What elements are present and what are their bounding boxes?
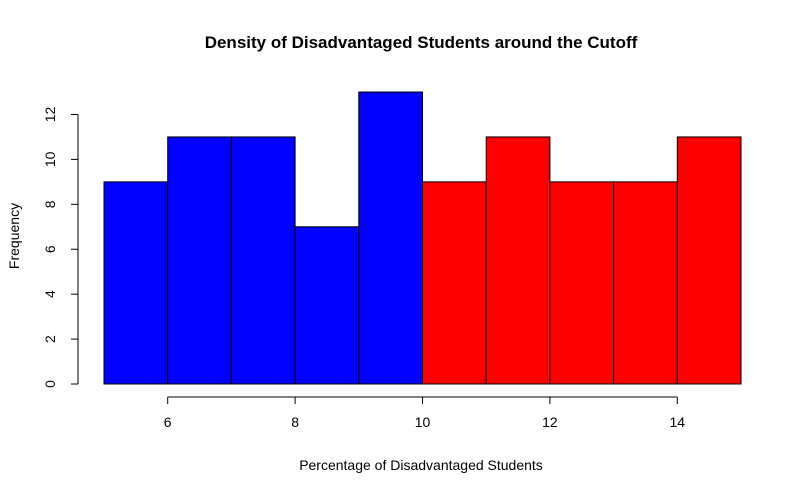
histogram-bar-2 [167,136,232,385]
y-tick-label: 0 [42,380,58,388]
chart-title: Density of Disadvantaged Students around… [205,33,638,52]
y-tick-label: 12 [42,106,58,122]
y-tick-label: 4 [42,290,58,298]
histogram-bar-10 [676,136,742,385]
y-axis-label: Frequency [6,203,22,269]
histogram-bar-1 [103,181,169,385]
y-tick-label: 8 [42,200,58,208]
y-tick-label: 6 [42,245,58,253]
bars-group [103,91,742,385]
histogram-bar-6 [422,181,487,385]
x-axis-label: Percentage of Disadvantaged Students [299,457,543,473]
histogram-bar-9 [613,181,678,385]
x-tick-label: 12 [542,414,558,430]
histogram-bar-3 [230,136,296,385]
histogram-bar-8 [549,181,615,385]
x-tick-label: 6 [164,414,172,430]
x-tick-label: 8 [291,414,299,430]
histogram-bar-5 [358,91,423,385]
y-axis: 0 2 4 6 8 10 12 [42,106,79,388]
histogram-bar-4 [294,226,360,385]
x-tick-label: 10 [415,414,431,430]
y-tick-label: 10 [42,151,58,167]
histogram-bar-7 [485,136,551,385]
y-tick-label: 2 [42,335,58,343]
x-tick-label: 14 [670,414,686,430]
x-axis: 6 8 10 12 14 [164,396,686,430]
